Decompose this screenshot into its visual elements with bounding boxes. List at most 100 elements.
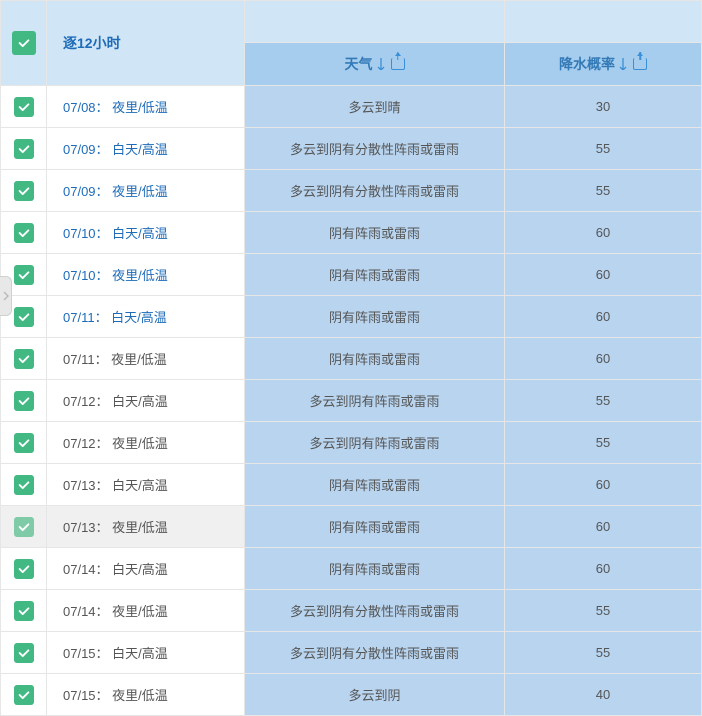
row-checkbox[interactable] <box>14 181 34 201</box>
export-icon[interactable] <box>633 58 647 70</box>
row-weather-cell: 阴有阵雨或雷雨 <box>245 212 505 254</box>
row-weather-cell: 多云到阴有阵雨或雷雨 <box>245 422 505 464</box>
table-row[interactable]: 07/10： 白天/高温阴有阵雨或雷雨60 <box>1 212 702 254</box>
row-weather-cell: 阴有阵雨或雷雨 <box>245 254 505 296</box>
row-checkbox[interactable] <box>14 433 34 453</box>
row-prob-cell: 60 <box>505 254 702 296</box>
row-time-cell[interactable]: 07/09： 夜里/低温 <box>47 170 245 212</box>
header-time-label: 逐12小时 <box>63 35 121 51</box>
row-prob-cell: 55 <box>505 380 702 422</box>
row-checkbox-cell <box>1 464 47 506</box>
row-checkbox-cell <box>1 86 47 128</box>
row-checkbox[interactable] <box>14 475 34 495</box>
row-checkbox[interactable] <box>14 559 34 579</box>
row-weather-cell: 阴有阵雨或雷雨 <box>245 506 505 548</box>
row-prob-cell: 55 <box>505 590 702 632</box>
row-time-cell[interactable]: 07/11： 白天/高温 <box>47 296 245 338</box>
header-weather-sort[interactable]: 天气 <box>245 43 504 85</box>
row-checkbox[interactable] <box>14 139 34 159</box>
table-row[interactable]: 07/12： 夜里/低温多云到阴有阵雨或雷雨55 <box>1 422 702 464</box>
sort-icon <box>619 58 627 70</box>
row-time-cell[interactable]: 07/08： 夜里/低温 <box>47 86 245 128</box>
row-checkbox[interactable] <box>14 349 34 369</box>
row-checkbox-cell <box>1 632 47 674</box>
table-row[interactable]: 07/15： 夜里/低温多云到阴40 <box>1 674 702 716</box>
table-row[interactable]: 07/10： 夜里/低温阴有阵雨或雷雨60 <box>1 254 702 296</box>
row-weather-cell: 阴有阵雨或雷雨 <box>245 296 505 338</box>
row-time-cell: 07/14： 白天/高温 <box>47 548 245 590</box>
row-weather-cell: 多云到阴有分散性阵雨或雷雨 <box>245 128 505 170</box>
header-weather-label: 天气 <box>345 54 373 74</box>
row-time-cell[interactable]: 07/10： 夜里/低温 <box>47 254 245 296</box>
row-prob-cell: 55 <box>505 422 702 464</box>
row-checkbox-cell <box>1 590 47 632</box>
table-row[interactable]: 07/15： 白天/高温多云到阴有分散性阵雨或雷雨55 <box>1 632 702 674</box>
row-prob-cell: 40 <box>505 674 702 716</box>
row-checkbox[interactable] <box>14 517 34 537</box>
row-checkbox-cell <box>1 212 47 254</box>
row-time-cell: 07/12： 白天/高温 <box>47 380 245 422</box>
row-time-cell[interactable]: 07/09： 白天/高温 <box>47 128 245 170</box>
header-weather-cell: 天气 <box>245 1 505 86</box>
table-row[interactable]: 07/12： 白天/高温多云到阴有阵雨或雷雨55 <box>1 380 702 422</box>
header-prob-sort[interactable]: 降水概率 <box>505 43 701 85</box>
row-checkbox[interactable] <box>14 307 34 327</box>
forecast-table: 逐12小时 天气 降水概率 <box>0 0 702 716</box>
row-time-cell[interactable]: 07/10： 白天/高温 <box>47 212 245 254</box>
row-checkbox-cell <box>1 674 47 716</box>
row-prob-cell: 60 <box>505 296 702 338</box>
table-row[interactable]: 07/09： 白天/高温多云到阴有分散性阵雨或雷雨55 <box>1 128 702 170</box>
row-checkbox[interactable] <box>14 391 34 411</box>
row-weather-cell: 多云到晴 <box>245 86 505 128</box>
row-checkbox-cell <box>1 506 47 548</box>
row-checkbox[interactable] <box>14 601 34 621</box>
row-time-cell: 07/13： 夜里/低温 <box>47 506 245 548</box>
row-checkbox-cell <box>1 380 47 422</box>
header-time-cell[interactable]: 逐12小时 <box>47 1 245 86</box>
row-prob-cell: 60 <box>505 338 702 380</box>
row-checkbox[interactable] <box>14 643 34 663</box>
table-row[interactable]: 07/11： 白天/高温阴有阵雨或雷雨60 <box>1 296 702 338</box>
row-checkbox[interactable] <box>14 223 34 243</box>
row-weather-cell: 多云到阴有分散性阵雨或雷雨 <box>245 632 505 674</box>
row-weather-cell: 多云到阴有分散性阵雨或雷雨 <box>245 170 505 212</box>
table-row[interactable]: 07/14： 白天/高温阴有阵雨或雷雨60 <box>1 548 702 590</box>
row-checkbox-cell <box>1 422 47 464</box>
row-weather-cell: 多云到阴有阵雨或雷雨 <box>245 380 505 422</box>
row-weather-cell: 阴有阵雨或雷雨 <box>245 464 505 506</box>
row-prob-cell: 55 <box>505 632 702 674</box>
row-checkbox-cell <box>1 338 47 380</box>
table-row[interactable]: 07/08： 夜里/低温多云到晴30 <box>1 86 702 128</box>
table-row[interactable]: 07/11： 夜里/低温阴有阵雨或雷雨60 <box>1 338 702 380</box>
table-row[interactable]: 07/09： 夜里/低温多云到阴有分散性阵雨或雷雨55 <box>1 170 702 212</box>
row-prob-cell: 60 <box>505 548 702 590</box>
table-row[interactable]: 07/13： 白天/高温阴有阵雨或雷雨60 <box>1 464 702 506</box>
row-time-cell: 07/15： 白天/高温 <box>47 632 245 674</box>
table-header-row: 逐12小时 天气 降水概率 <box>1 1 702 86</box>
header-prob-cell: 降水概率 <box>505 1 702 86</box>
row-checkbox[interactable] <box>14 97 34 117</box>
row-checkbox-cell <box>1 128 47 170</box>
row-prob-cell: 30 <box>505 86 702 128</box>
row-time-cell: 07/12： 夜里/低温 <box>47 422 245 464</box>
row-time-cell: 07/11： 夜里/低温 <box>47 338 245 380</box>
export-icon[interactable] <box>391 58 405 70</box>
row-prob-cell: 55 <box>505 128 702 170</box>
row-time-cell: 07/15： 夜里/低温 <box>47 674 245 716</box>
table-row[interactable]: 07/13： 夜里/低温阴有阵雨或雷雨60 <box>1 506 702 548</box>
row-checkbox[interactable] <box>14 265 34 285</box>
row-weather-cell: 阴有阵雨或雷雨 <box>245 338 505 380</box>
row-checkbox[interactable] <box>14 685 34 705</box>
row-prob-cell: 60 <box>505 506 702 548</box>
row-checkbox-cell <box>1 548 47 590</box>
table-row[interactable]: 07/14： 夜里/低温多云到阴有分散性阵雨或雷雨55 <box>1 590 702 632</box>
row-prob-cell: 60 <box>505 212 702 254</box>
row-weather-cell: 多云到阴有分散性阵雨或雷雨 <box>245 590 505 632</box>
header-prob-label: 降水概率 <box>559 54 615 74</box>
side-expand-tab[interactable] <box>0 276 12 316</box>
row-time-cell: 07/14： 夜里/低温 <box>47 590 245 632</box>
row-weather-cell: 阴有阵雨或雷雨 <box>245 548 505 590</box>
select-all-checkbox[interactable] <box>12 31 36 55</box>
sort-icon <box>377 58 385 70</box>
row-checkbox-cell <box>1 170 47 212</box>
